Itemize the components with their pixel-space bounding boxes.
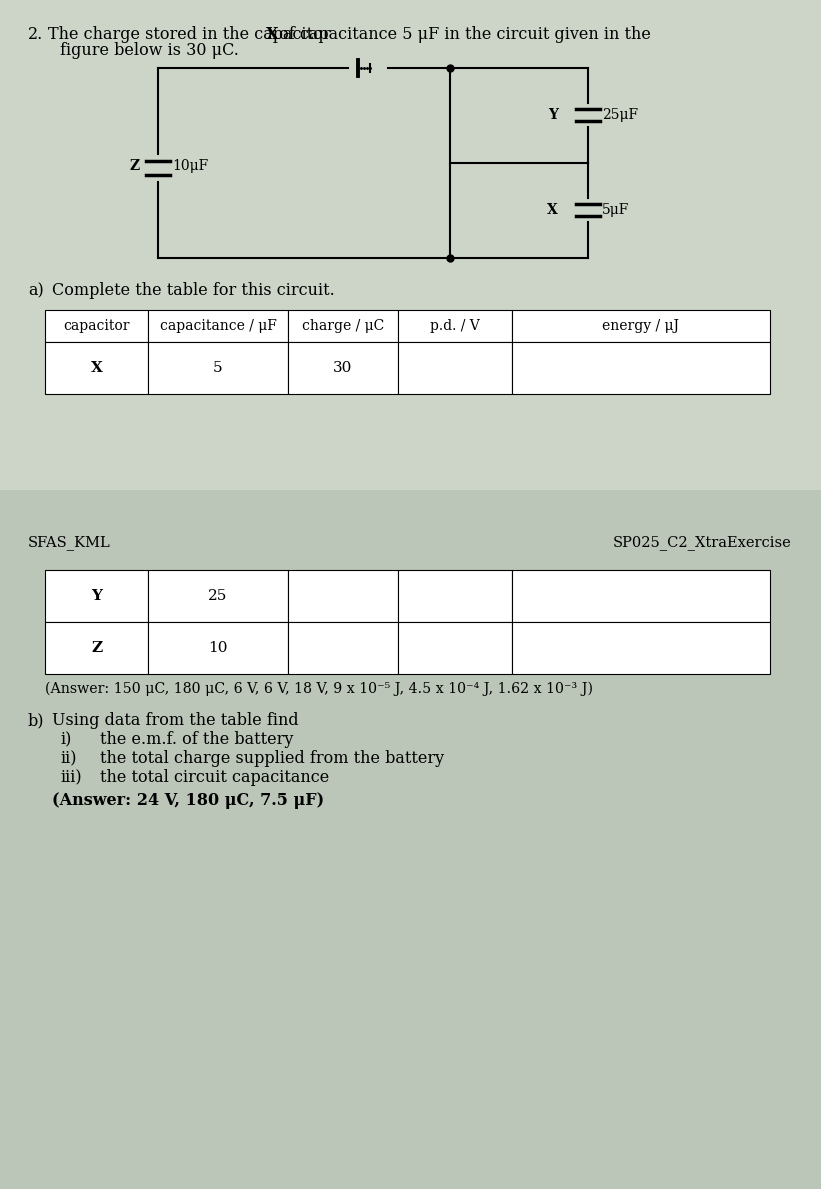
Text: (Answer: 150 μC, 180 μC, 6 V, 6 V, 18 V, 9 x 10⁻⁵ J, 4.5 x 10⁻⁴ J, 1.62 x 10⁻³ J: (Answer: 150 μC, 180 μC, 6 V, 6 V, 18 V,…: [45, 682, 593, 697]
Text: (Answer: 24 V, 180 μC, 7.5 μF): (Answer: 24 V, 180 μC, 7.5 μF): [52, 792, 324, 809]
Bar: [512, 622, 770, 674]
Bar: [148, 310, 288, 342]
Text: X: X: [548, 203, 558, 218]
Bar: [0, 0, 821, 490]
Text: SFAS_KML: SFAS_KML: [28, 535, 111, 549]
Bar: [148, 622, 288, 674]
Bar: [398, 622, 512, 674]
Text: charge / μC: charge / μC: [302, 319, 384, 333]
Text: 5μF: 5μF: [602, 203, 630, 218]
Bar: [288, 570, 398, 622]
Text: Z: Z: [91, 641, 102, 655]
Bar: [398, 310, 512, 342]
Bar: [398, 570, 512, 622]
Text: SP025_C2_XtraExercise: SP025_C2_XtraExercise: [613, 535, 792, 549]
Text: 25μF: 25μF: [602, 108, 638, 122]
Bar: [512, 310, 770, 342]
Text: The charge stored in the capacitor: The charge stored in the capacitor: [48, 26, 336, 43]
Bar: [45, 310, 148, 342]
Text: Using data from the table find: Using data from the table find: [52, 712, 299, 729]
Text: ii): ii): [60, 750, 76, 767]
Text: capacitance / μF: capacitance / μF: [159, 319, 277, 333]
Bar: [398, 342, 512, 394]
Text: Y: Y: [548, 108, 558, 122]
Bar: [512, 570, 770, 622]
Bar: [45, 622, 148, 674]
Text: 25: 25: [209, 589, 227, 603]
Text: capacitor: capacitor: [63, 319, 130, 333]
Text: energy / μJ: energy / μJ: [603, 319, 680, 333]
Text: 30: 30: [333, 361, 353, 375]
Text: 5: 5: [213, 361, 222, 375]
Text: the e.m.f. of the battery: the e.m.f. of the battery: [100, 731, 293, 748]
Text: 10μF: 10μF: [172, 159, 209, 174]
Text: 2.: 2.: [28, 26, 44, 43]
Text: b): b): [28, 712, 44, 729]
Text: the total charge supplied from the battery: the total charge supplied from the batte…: [100, 750, 444, 767]
Text: Y: Y: [91, 589, 102, 603]
Text: Complete the table for this circuit.: Complete the table for this circuit.: [52, 282, 335, 298]
Text: 10: 10: [209, 641, 227, 655]
Bar: [288, 310, 398, 342]
Bar: [148, 342, 288, 394]
Text: the total circuit capacitance: the total circuit capacitance: [100, 769, 329, 786]
Bar: [0, 490, 821, 1189]
Text: a): a): [28, 282, 44, 298]
Bar: [288, 342, 398, 394]
Bar: [148, 570, 288, 622]
Text: of capacitance 5 μF in the circuit given in the: of capacitance 5 μF in the circuit given…: [274, 26, 651, 43]
Text: figure below is 30 μC.: figure below is 30 μC.: [60, 42, 239, 59]
Text: X: X: [90, 361, 103, 375]
Text: Z: Z: [130, 159, 140, 174]
Text: i): i): [60, 731, 71, 748]
Bar: [288, 622, 398, 674]
Text: X: X: [266, 26, 278, 43]
Text: iii): iii): [60, 769, 81, 786]
Bar: [512, 342, 770, 394]
Bar: [45, 570, 148, 622]
Text: p.d. / V: p.d. / V: [430, 319, 480, 333]
Bar: [45, 342, 148, 394]
